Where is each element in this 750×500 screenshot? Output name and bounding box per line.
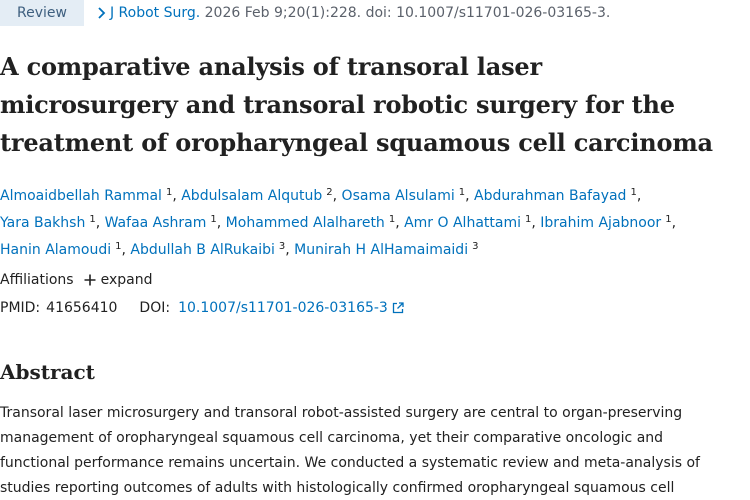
author-link[interactable]: Yara Bakhsh 1 [0,214,96,231]
affiliations-row: Affiliations expand [0,272,152,288]
affiliation-number[interactable]: 3 [278,241,286,252]
pmid-value: 41656410 [46,300,118,316]
abstract-line: studies reporting outcomes of adults wit… [0,480,675,496]
expand-label: expand [100,272,153,288]
publication-type-badge: Review [0,0,84,26]
author-link[interactable]: Abdullah B AlRukaibi 3 [130,241,286,258]
title-line: microsurgery and transoral robotic surge… [0,90,675,119]
author-link[interactable]: Abdulsalam Alqutub 2 [181,187,333,204]
affiliation-number[interactable]: 1 [665,214,672,225]
article-title: A comparative analysis of transoral lase… [0,48,750,162]
author-link[interactable]: Osama Alsulami 1 [341,187,466,204]
citation-bar: Review J Robot Surg. 2026 Feb 9;20(1):22… [0,0,610,26]
affiliation-number[interactable]: 1 [630,187,637,198]
journal-link[interactable]: J Robot Surg. [109,5,201,21]
affiliation-number[interactable]: 1 [525,214,532,225]
pmid-label: PMID: [0,300,41,316]
external-link-icon [392,302,404,314]
author-link[interactable]: Munirah H AlHamaimaidi 3 [294,241,479,258]
affiliation-number[interactable]: 1 [458,187,466,198]
journal-citation: J Robot Surg. 2026 Feb 9;20(1):228. doi:… [96,5,610,21]
affiliation-number[interactable]: 1 [115,241,122,252]
abstract-line: management of oropharyngeal squamous cel… [0,430,664,446]
author-link[interactable]: Wafaa Ashram 1 [104,214,217,231]
affiliation-number[interactable]: 1 [210,214,217,225]
author-link[interactable]: Amr O Alhattami 1 [404,214,532,231]
doi-value[interactable]: 10.1007/s11701-026-03165-3 [178,300,388,316]
abstract-text: Transoral laser microsurgery and transor… [0,401,750,500]
author-link[interactable]: Abdurahman Bafayad 1 [474,187,637,204]
doi-link[interactable]: 10.1007/s11701-026-03165-3 [178,300,404,316]
affiliation-number[interactable]: 1 [89,214,96,225]
doi-label: DOI: [139,300,171,316]
abstract-line: functional performance remains uncertain… [0,455,700,471]
abstract-line: Transoral laser microsurgery and transor… [0,405,683,421]
affiliation-number[interactable]: 1 [388,214,396,225]
affiliation-number[interactable]: 3 [472,241,479,252]
identifiers-row: PMID: 41656410 DOI: 10.1007/s11701-026-0… [0,300,404,316]
title-line: A comparative analysis of transoral lase… [0,52,542,81]
chevron-right-icon [98,7,106,19]
citation-details: 2026 Feb 9;20(1):228. doi: 10.1007/s1170… [200,5,611,21]
plus-icon [84,274,96,286]
expand-affiliations-button[interactable]: expand [84,272,153,288]
author-link[interactable]: Almoaidbellah Rammal 1 [0,187,173,204]
title-line: treatment of oropharyngeal squamous cell… [0,128,713,157]
affiliations-label: Affiliations [0,272,74,288]
authors-list: Almoaidbellah Rammal 1, Abdulsalam Alqutu… [0,187,677,258]
affiliation-number[interactable]: 2 [326,187,333,198]
author-link[interactable]: Ibrahim Ajabnoor 1 [540,214,672,231]
author-link[interactable]: Mohammed Alalhareth 1 [225,214,396,231]
abstract-heading: Abstract [0,360,95,384]
author-link[interactable]: Hanin Alamoudi 1 [0,241,122,258]
affiliation-number[interactable]: 1 [165,187,173,198]
